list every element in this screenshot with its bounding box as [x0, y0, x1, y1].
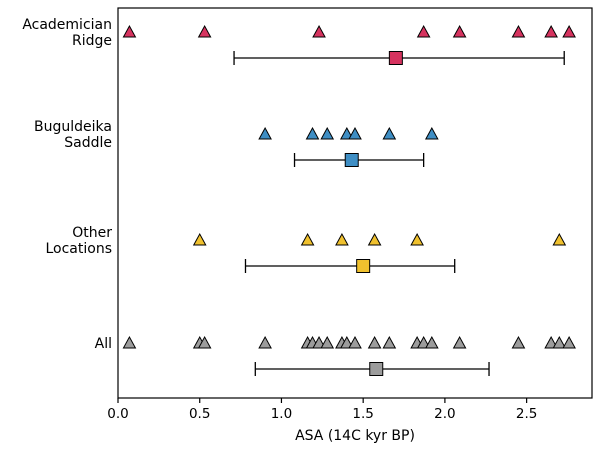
data-point-triangle: [312, 24, 326, 38]
data-point-triangle: [562, 335, 576, 349]
data-point-triangle: [305, 126, 320, 140]
data-point-triangle: [312, 335, 326, 349]
x-tick-label: 2.5: [516, 406, 537, 422]
plot-frame: [117, 7, 593, 399]
data-point-triangle: [320, 335, 335, 349]
mean-square: [356, 259, 371, 273]
data-point-triangle: [452, 24, 467, 38]
data-point-triangle: [544, 335, 558, 349]
data-point-triangle: [424, 126, 439, 140]
data-point-triangle: [192, 232, 207, 246]
x-tick-label: 2.0: [434, 406, 455, 422]
data-point-triangle: [552, 335, 567, 349]
group-label: Ridge: [72, 33, 112, 49]
data-point-triangle: [452, 335, 467, 349]
data-point-triangle: [197, 335, 212, 349]
data-point-triangle: [339, 335, 354, 349]
x-tick-label: 0.5: [189, 406, 210, 422]
group-label: Saddle: [64, 135, 112, 151]
data-point-triangle: [348, 335, 362, 349]
data-point-triangle: [511, 24, 526, 38]
data-point-triangle: [552, 232, 567, 246]
group-label: Other: [72, 225, 112, 241]
data-point-triangle: [410, 232, 424, 246]
mean-square: [369, 362, 384, 376]
data-point-triangle: [511, 335, 526, 349]
data-point-triangle: [367, 232, 382, 246]
data-point-triangle: [339, 126, 354, 140]
data-point-triangle: [258, 126, 272, 140]
group-label: Academician: [22, 17, 112, 33]
data-point-triangle: [122, 24, 137, 38]
data-point-triangle: [382, 335, 397, 349]
data-point-triangle: [382, 126, 397, 140]
x-axis-label: ASA (14C kyr BP): [295, 428, 415, 444]
x-tick-label: 1.0: [271, 406, 292, 422]
data-point-triangle: [424, 335, 439, 349]
group-label: Locations: [45, 241, 112, 257]
x-tick-label: 1.5: [352, 406, 373, 422]
data-point-triangle: [416, 335, 431, 349]
data-point-triangle: [544, 24, 558, 38]
data-point-triangle: [562, 24, 576, 38]
data-point-triangle: [335, 232, 349, 246]
data-point-triangle: [416, 24, 431, 38]
data-point-triangle: [367, 335, 382, 349]
data-point-triangle: [300, 232, 315, 246]
data-point-triangle: [197, 24, 212, 38]
data-point-triangle: [348, 126, 362, 140]
mean-square: [388, 51, 403, 65]
x-tick-label: 0.0: [107, 406, 128, 422]
data-point-triangle: [320, 126, 335, 140]
mean-square: [344, 153, 359, 167]
data-point-triangle: [122, 335, 137, 349]
group-label: Buguldeika: [34, 119, 112, 135]
group-label: All: [95, 336, 112, 352]
data-point-triangle: [258, 335, 272, 349]
